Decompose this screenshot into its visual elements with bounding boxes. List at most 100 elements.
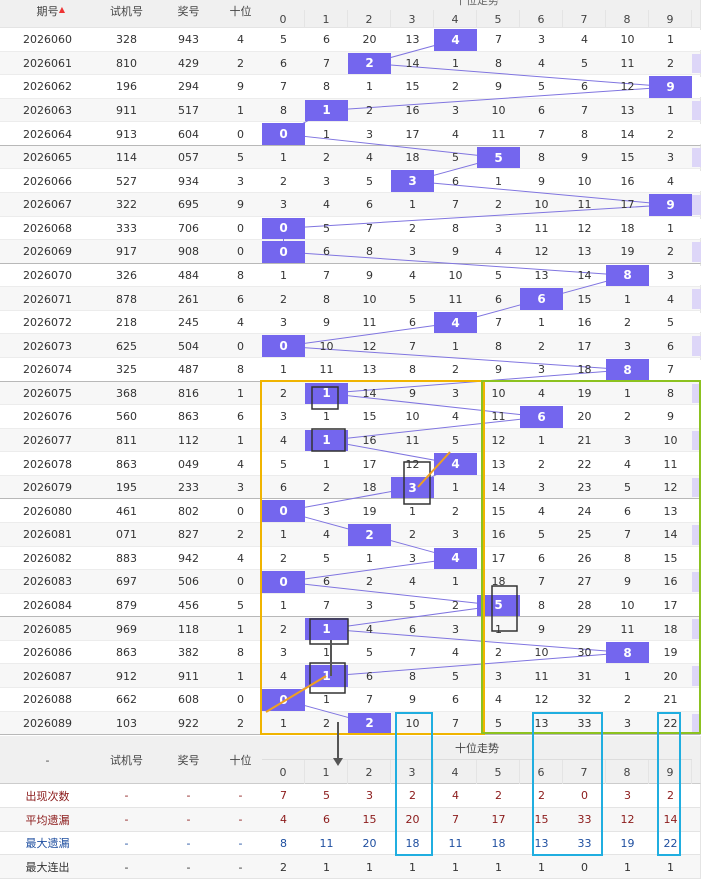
test: 917 — [116, 245, 137, 259]
stat-value: 3 — [624, 789, 631, 803]
miss-cell: 1 — [495, 622, 502, 636]
miss-cell: 5 — [667, 316, 674, 330]
miss-cell: 6 — [366, 669, 373, 683]
miss-cell: 12 — [491, 433, 506, 447]
trend-title: 十位走势 — [455, 0, 499, 7]
hit-cell: 3 — [391, 476, 434, 499]
miss-cell: 10 — [405, 410, 420, 424]
miss-cell: 1 — [667, 103, 674, 117]
miss-cell: 8 — [495, 56, 502, 70]
issue: 2026088 — [23, 693, 72, 707]
issue: 2026072 — [23, 316, 72, 330]
miss-cell: 32 — [577, 693, 592, 707]
miss-cell: 17 — [620, 198, 635, 212]
miss-cell: 11 — [620, 622, 635, 636]
test: 810 — [116, 56, 137, 70]
stat-value: 11 — [319, 836, 334, 850]
stat-cell: - — [186, 836, 191, 850]
strip — [692, 77, 701, 97]
issue: 2026083 — [23, 575, 72, 589]
miss-cell: 16 — [577, 316, 592, 330]
ten: 9 — [237, 198, 244, 212]
draw: 706 — [178, 221, 199, 235]
test: 195 — [116, 481, 137, 495]
draw: 484 — [178, 268, 199, 282]
draw: 456 — [178, 598, 199, 612]
miss-cell: 3 — [452, 622, 459, 636]
miss-cell: 1 — [280, 716, 287, 730]
stat-cell: - — [238, 789, 243, 803]
miss-cell: 26 — [577, 551, 592, 565]
miss-cell: 13 — [491, 457, 506, 471]
stat-value: 1 — [538, 860, 545, 874]
miss-cell: 18 — [577, 363, 592, 377]
miss-cell: 3 — [280, 316, 287, 330]
strip — [692, 312, 701, 333]
hit-cell: 8 — [606, 641, 649, 664]
strip — [692, 171, 701, 191]
header-cell: 期号 — [36, 5, 59, 18]
miss-cell: 11 — [534, 669, 549, 683]
miss-cell: 2 — [452, 504, 459, 518]
miss-cell: 11 — [448, 292, 463, 306]
issue: 2026081 — [23, 528, 72, 542]
miss-cell: 1 — [323, 457, 330, 471]
miss-cell: 9 — [495, 363, 502, 377]
miss-cell: 18 — [405, 151, 420, 165]
test: 333 — [116, 221, 137, 235]
stat-value: 1 — [495, 860, 502, 874]
issue: 2026085 — [23, 622, 72, 636]
miss-cell: 6 — [581, 80, 588, 94]
hit-cell: 9 — [649, 193, 692, 216]
ten: 2 — [237, 528, 244, 542]
test: 863 — [116, 646, 137, 660]
miss-cell: 11 — [362, 316, 377, 330]
draw: 118 — [178, 622, 199, 636]
issue: 2026065 — [23, 151, 72, 165]
draw: 517 — [178, 103, 199, 117]
miss-cell: 8 — [538, 598, 545, 612]
ten: 6 — [237, 410, 244, 424]
issue: 2026084 — [23, 598, 72, 612]
miss-cell: 3 — [624, 339, 631, 353]
issue: 2026080 — [23, 504, 72, 518]
miss-cell: 4 — [452, 127, 459, 141]
miss-cell: 1 — [624, 669, 631, 683]
miss-cell: 10 — [620, 598, 635, 612]
test: 326 — [116, 268, 137, 282]
miss-cell: 3 — [495, 669, 502, 683]
ten: 3 — [237, 481, 244, 495]
draw: 604 — [178, 127, 199, 141]
miss-cell: 7 — [581, 103, 588, 117]
miss-cell: 6 — [323, 575, 330, 589]
ten: 0 — [237, 339, 244, 353]
header-cell: 试机号 — [110, 5, 143, 18]
miss-cell: 1 — [624, 292, 631, 306]
miss-cell: 2 — [409, 528, 416, 542]
stat-value: 3 — [366, 789, 373, 803]
miss-cell: 8 — [667, 386, 674, 400]
stat-label: 最大遗漏 — [25, 837, 70, 851]
miss-cell: 6 — [409, 622, 416, 636]
miss-cell: 1 — [667, 221, 674, 235]
miss-cell: 15 — [577, 292, 592, 306]
strip — [692, 336, 701, 356]
draw: 429 — [178, 56, 199, 70]
stat-value: 22 — [663, 836, 678, 850]
miss-cell: 2 — [366, 575, 373, 589]
miss-cell: 22 — [577, 457, 592, 471]
miss-cell: 7 — [452, 198, 459, 212]
test: 878 — [116, 292, 137, 306]
stat-cell: - — [124, 813, 129, 827]
cell-bg — [0, 0, 701, 28]
miss-cell: 1 — [452, 481, 459, 495]
miss-cell: 5 — [495, 716, 502, 730]
miss-cell: 12 — [663, 481, 678, 495]
miss-cell: 5 — [366, 646, 373, 660]
miss-cell: 7 — [667, 363, 674, 377]
miss-cell: 8 — [280, 103, 287, 117]
miss-cell: 2 — [323, 481, 330, 495]
miss-cell: 21 — [577, 433, 592, 447]
draw: 049 — [178, 457, 199, 471]
miss-cell: 7 — [409, 646, 416, 660]
